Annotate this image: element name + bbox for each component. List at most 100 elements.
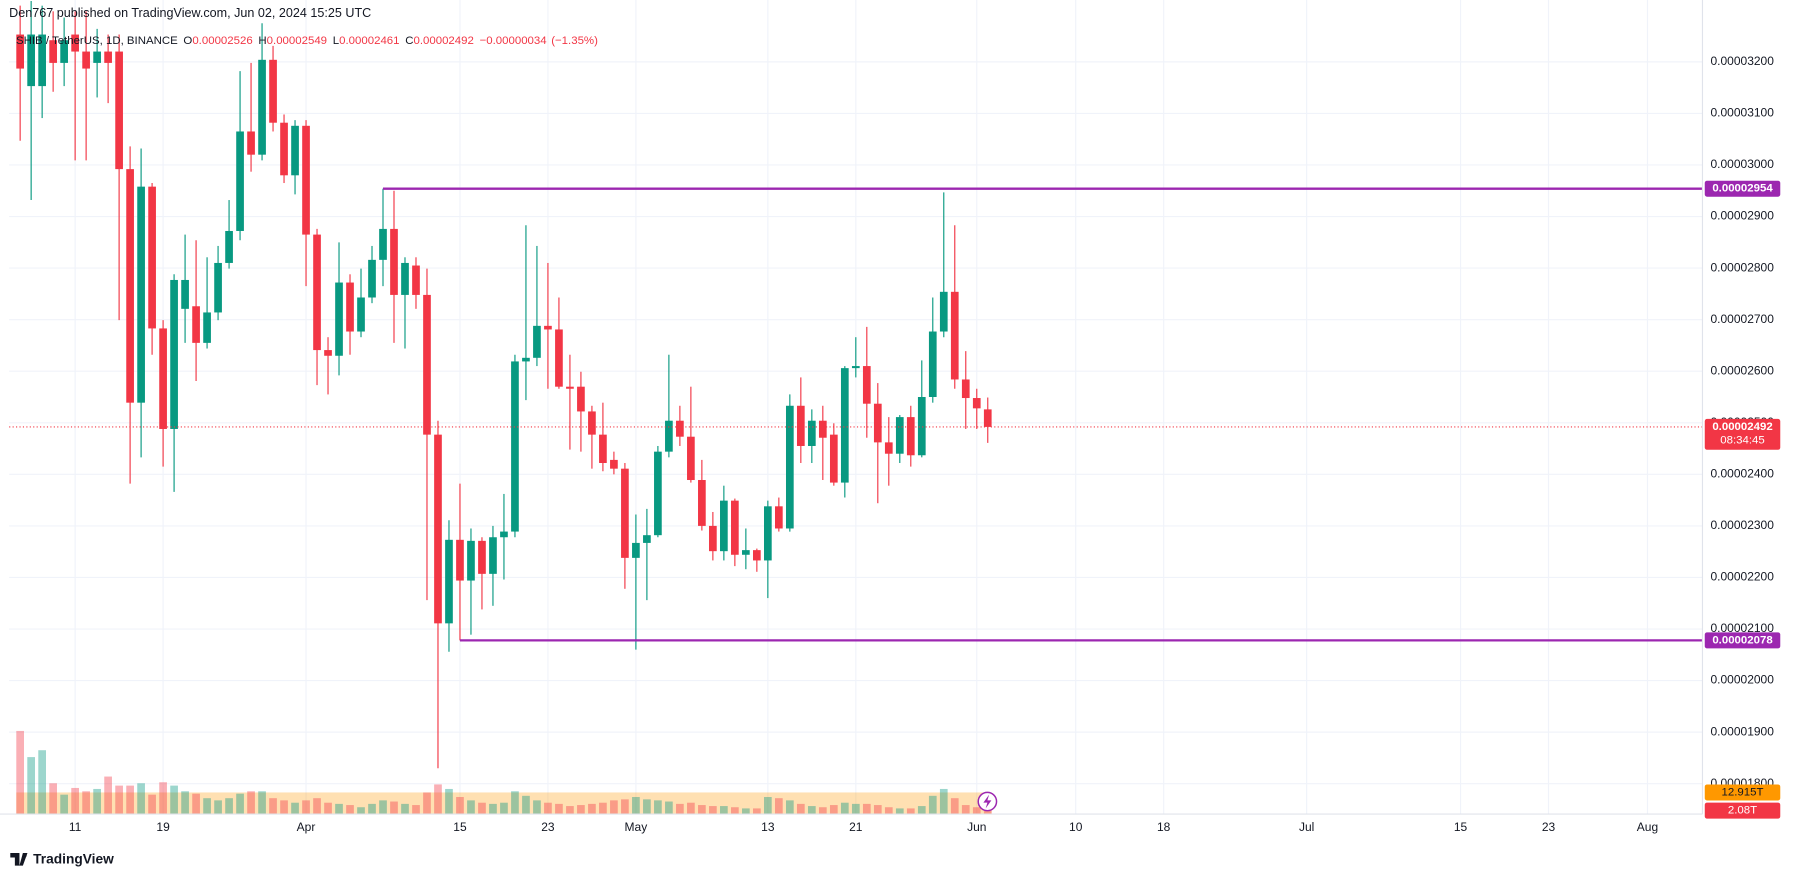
volume-bar	[742, 808, 750, 815]
candle-body	[434, 434, 442, 624]
countdown-label: 08:34:45	[1720, 435, 1764, 447]
candle-body	[225, 230, 233, 263]
candle-body	[939, 291, 948, 332]
volume-bar	[731, 807, 739, 815]
volume-ma-label: 12.915T	[1722, 786, 1764, 798]
candle-body	[401, 262, 409, 295]
candle-body	[71, 34, 79, 52]
volume-bar	[753, 808, 761, 815]
candle-body	[774, 506, 783, 529]
candle-body	[49, 40, 57, 63]
candle-body	[379, 228, 387, 260]
y-tick-label: 0.00002600	[1710, 363, 1774, 377]
volume-bar	[445, 788, 453, 815]
volume-bar	[390, 801, 398, 815]
y-tick-label: 0.00003000	[1710, 157, 1774, 171]
volume-bar	[961, 805, 970, 815]
candle-body	[818, 420, 827, 438]
volume-bar	[236, 793, 244, 815]
candle-body	[60, 40, 68, 63]
volume-bar	[225, 798, 233, 815]
candle-body	[643, 535, 651, 543]
candle-body	[456, 539, 464, 581]
volume-bar	[478, 802, 486, 815]
legend-symbol: SHIB / TetherUS, 1D, BINANCE	[16, 35, 178, 47]
volume-bar	[917, 806, 926, 815]
x-tick-label: May	[625, 820, 648, 834]
x-tick-label: 23	[541, 820, 555, 834]
candle-body	[82, 51, 90, 69]
candle-body	[291, 125, 299, 176]
candle-body	[599, 434, 607, 463]
last-price-box	[1704, 418, 1781, 450]
volume-bar	[544, 802, 552, 815]
candle-body	[654, 451, 662, 536]
candle-body	[181, 279, 189, 309]
candle-body	[555, 329, 563, 387]
x-tick-label: 23	[1542, 820, 1556, 834]
volume-bar	[401, 803, 409, 815]
candle-body	[478, 540, 486, 574]
volume-bar	[720, 806, 728, 815]
volume-bar	[851, 803, 860, 815]
volume-bar	[698, 805, 706, 815]
publish-header: Den767 published on TradingView.com, Jun…	[9, 6, 371, 20]
y-tick-label: 0.00002100	[1710, 621, 1774, 635]
volume-bar	[115, 785, 123, 815]
volume-bar	[181, 791, 189, 815]
legend-value: 0.00002549	[267, 35, 327, 47]
volume-bar	[104, 776, 112, 815]
candle-body	[412, 265, 420, 295]
volume-bar	[632, 797, 640, 815]
volume-bar	[159, 782, 167, 815]
volume-bar	[807, 806, 816, 815]
candle-body	[236, 131, 244, 231]
candle-body	[137, 186, 145, 403]
candle-body	[851, 366, 860, 369]
volume-bar	[555, 803, 563, 815]
volume-last-box	[1704, 802, 1781, 819]
x-tick-label: Apr	[297, 820, 316, 834]
tradingview-logo[interactable]: TradingView	[10, 851, 114, 866]
volume-bar	[818, 807, 827, 815]
volume-bar	[522, 795, 530, 815]
candle-body	[928, 331, 937, 398]
replay-icon[interactable]	[977, 791, 998, 812]
legend-value: 0.00002492	[414, 35, 474, 47]
volume-bar	[489, 803, 497, 815]
x-tick-label: 13	[761, 820, 775, 834]
candle-body	[687, 436, 695, 481]
candle-body	[983, 409, 992, 427]
candle-body	[533, 325, 541, 358]
volume-bar	[313, 798, 321, 815]
x-tick-label: 15	[1454, 820, 1468, 834]
volume-bar	[456, 797, 464, 815]
candle-body	[665, 420, 673, 452]
volume-bar	[93, 788, 101, 815]
legend-key: H	[258, 35, 266, 47]
volume-bar	[280, 800, 288, 815]
legend-change: −0.00000034	[480, 35, 548, 47]
candle-body	[796, 405, 805, 446]
volume-bar	[16, 730, 24, 815]
y-tick-label: 0.00002400	[1710, 467, 1774, 481]
y-tick-label: 0.00002000	[1710, 673, 1774, 687]
volume-ma-box	[1704, 784, 1781, 801]
volume-bar	[82, 791, 90, 815]
candle-body	[895, 417, 904, 454]
candle-body	[873, 403, 882, 443]
volume-bar	[676, 803, 684, 815]
candle-body	[731, 500, 739, 555]
legend: SHIB / TetherUS, 1D, BINANCE O0.00002526 H…	[16, 35, 598, 47]
volume-bar	[983, 810, 992, 815]
candle-body	[753, 550, 761, 561]
volume-bar	[412, 805, 420, 815]
candle-body	[862, 366, 871, 404]
candle-body	[807, 420, 816, 446]
candle-body	[192, 306, 200, 343]
x-tick-label: 11	[69, 820, 82, 834]
volume-bar	[577, 805, 585, 815]
candle-body	[16, 34, 24, 69]
volume-bar	[126, 785, 134, 815]
brand[interactable]: TradingView	[33, 851, 114, 866]
